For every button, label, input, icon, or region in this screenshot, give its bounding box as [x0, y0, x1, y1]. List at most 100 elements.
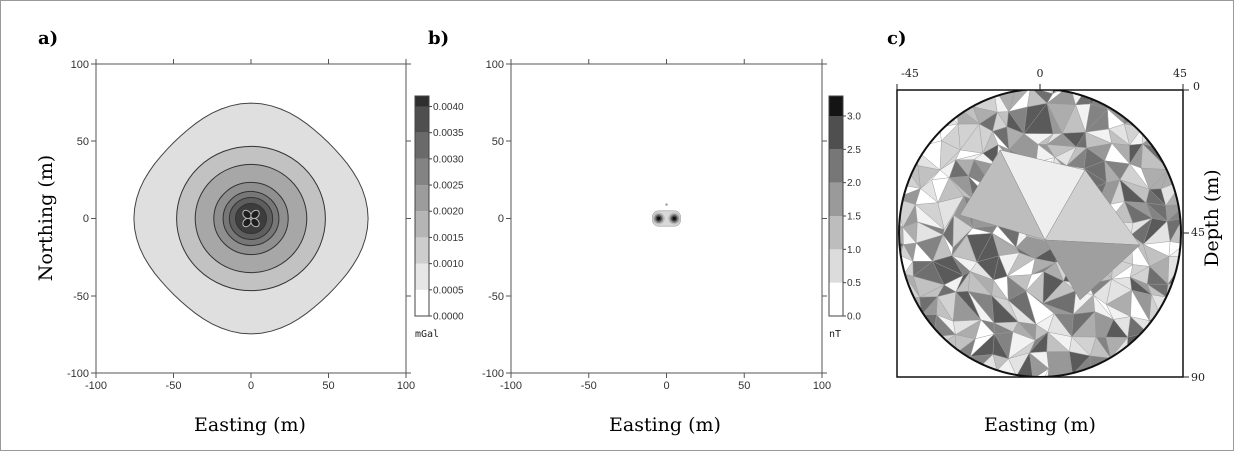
colorbar-tick-label: 1.0	[847, 245, 861, 256]
mesh-facet	[881, 340, 898, 357]
panel-a-xtick: 0	[248, 380, 254, 392]
colorbar-band	[415, 132, 429, 159]
mesh-facet	[884, 353, 898, 371]
mesh-facet	[875, 121, 895, 150]
mesh-facet	[912, 371, 942, 377]
mesh-facet	[1149, 90, 1170, 113]
contour-peak-lobe	[242, 209, 252, 220]
mesh-facet	[1169, 149, 1181, 168]
mesh-facet	[899, 109, 900, 125]
mesh-facet	[1107, 71, 1129, 90]
panel-b-xtick: -50	[581, 380, 597, 392]
contour-0.0035	[235, 202, 267, 235]
mesh-facet	[899, 273, 905, 301]
colorbar-band	[415, 211, 429, 238]
mesh-facet	[940, 379, 957, 398]
mesh-facet	[1107, 71, 1129, 88]
panel-a-ytick: -50	[73, 291, 89, 303]
mesh-facet	[902, 368, 914, 377]
mesh-facet	[922, 90, 940, 108]
mesh-facet	[899, 147, 919, 167]
panel-a-colorbar: 0.0040 0.0035 0.0030 0.0025 0.0020 0.0015 0.00…	[414, 95, 464, 323]
mesh-facet	[899, 350, 918, 373]
mesh-facet	[935, 71, 959, 87]
mesh-facet	[1147, 75, 1169, 89]
mesh-facet	[1145, 370, 1167, 377]
colorbar-band	[829, 216, 843, 250]
panel-a-contours	[133, 102, 369, 335]
mesh-facet	[880, 141, 895, 162]
colorbar-tick-label: 3.0	[847, 112, 861, 123]
panel-b-xtick: 100	[813, 380, 831, 392]
mesh-facet	[1147, 350, 1167, 372]
mesh-facet	[951, 71, 976, 90]
mesh-facet	[1126, 350, 1149, 377]
mesh-facet	[922, 90, 940, 106]
colorbar-tick-label: 0.5	[847, 278, 861, 289]
panel-a-xlabel: Easting (m)	[194, 414, 306, 436]
mesh-facet	[920, 90, 936, 91]
mesh-facet	[899, 178, 903, 199]
mesh-facet	[899, 314, 923, 341]
mesh-facet	[959, 149, 1046, 241]
mesh-facet	[1044, 239, 1141, 301]
mesh-facet	[1169, 90, 1181, 114]
panel-b-field	[652, 203, 681, 227]
mesh-facet	[1106, 90, 1124, 114]
colorbar-band	[829, 182, 843, 216]
colorbar-tick-label: 0.0005	[433, 285, 464, 296]
panel-b-colorbar-unit: nT	[829, 329, 841, 340]
mesh-facet	[1168, 151, 1181, 170]
contour-peak-lobe	[250, 209, 260, 220]
mesh-facet	[993, 67, 1018, 86]
mesh-facet	[993, 369, 1009, 377]
mesh-facet	[1142, 112, 1171, 129]
panel-c-top-tick: -45	[901, 67, 919, 80]
colorbar-band	[415, 289, 429, 316]
mesh-facet	[876, 67, 898, 87]
panel-b-ytick: 50	[492, 136, 504, 148]
mesh-facet	[899, 368, 905, 377]
colorbar-band	[829, 149, 843, 183]
colorbar-tick-label: 0.0010	[433, 259, 464, 270]
mesh-facet	[875, 124, 895, 151]
colorbar-tick-label: 0.0	[847, 312, 861, 323]
mesh-facet	[902, 371, 924, 377]
panel-b-ytick: 0	[498, 213, 504, 225]
mesh-facet	[916, 336, 934, 352]
mesh-facet	[883, 294, 896, 321]
panel-b-ytick: 100	[486, 59, 504, 71]
panel-a-xtick: 100	[397, 380, 415, 392]
mesh-facet	[1015, 375, 1036, 377]
panel-a-xtick: -100	[85, 380, 107, 392]
mesh-facet	[1146, 331, 1167, 359]
colorbar-band	[415, 263, 429, 290]
panel-a-ytick: 50	[77, 136, 89, 148]
mesh-facet	[916, 336, 934, 351]
colorbar-tick-label: 2.5	[847, 145, 861, 156]
mesh-facet	[1147, 350, 1167, 377]
mesh-facet	[1151, 68, 1170, 88]
panel-c-ylabel: Depth (m)	[1201, 169, 1223, 266]
mesh-facet	[1032, 368, 1050, 377]
mesh-facet	[1145, 370, 1167, 377]
mesh-facet	[1109, 368, 1130, 377]
panel-b-xtick: 0	[663, 380, 669, 392]
panel-b-letter: b)	[428, 28, 449, 49]
mesh-facet	[959, 71, 977, 90]
panel-a-letter: a)	[38, 28, 58, 49]
panel-a-ytick: 0	[83, 213, 89, 225]
mesh-facet	[1085, 70, 1107, 88]
mesh-facet	[899, 353, 915, 373]
mesh-facet	[1142, 112, 1170, 131]
field-peak	[672, 216, 677, 221]
mesh-facet	[899, 339, 923, 352]
mesh-facet	[1146, 331, 1167, 358]
mesh-facet	[899, 314, 923, 341]
mesh-facet	[899, 107, 900, 125]
mesh-facet	[899, 262, 905, 285]
field-dot	[665, 203, 668, 206]
colorbar-frame	[414, 95, 430, 317]
mesh-facet	[1125, 75, 1151, 90]
mesh-facet	[913, 371, 940, 377]
